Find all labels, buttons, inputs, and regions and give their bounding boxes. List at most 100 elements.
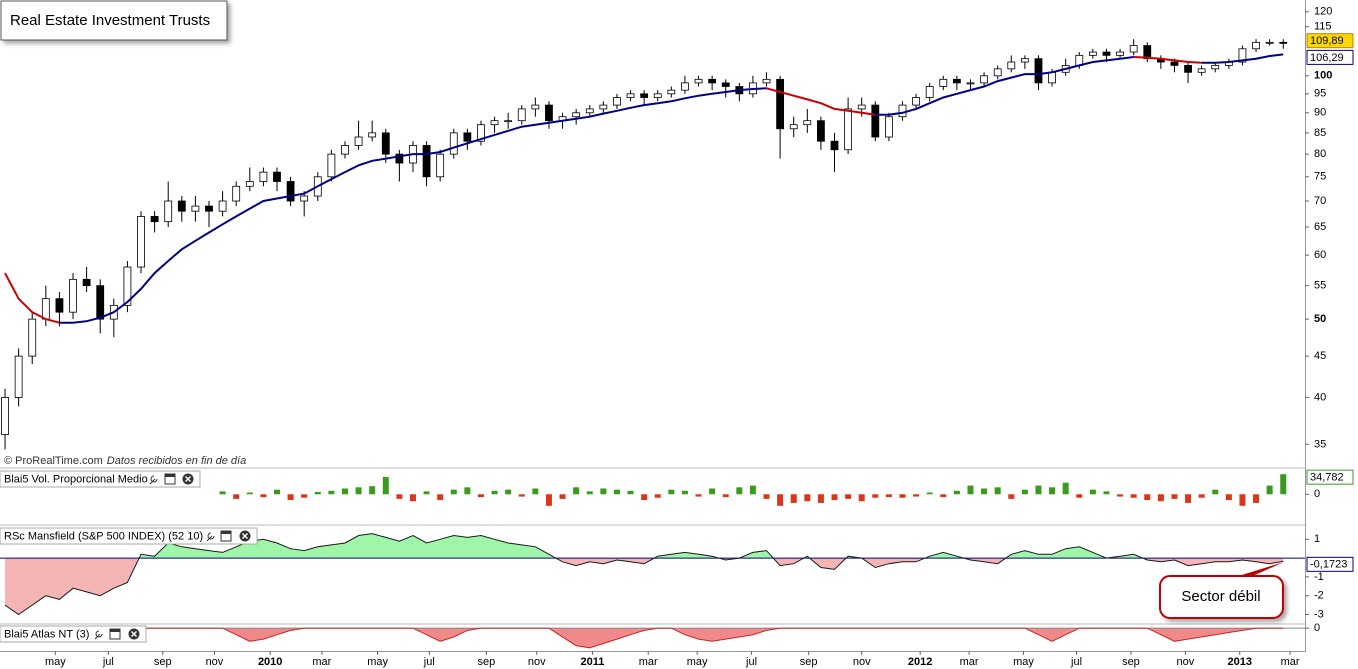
volume-bar <box>287 494 294 501</box>
candle <box>531 97 540 117</box>
candle-body <box>463 132 472 142</box>
x-tick-label: 2010 <box>258 656 282 668</box>
candle-body <box>939 78 948 87</box>
candle <box>1020 55 1029 69</box>
volume-bar <box>831 494 838 501</box>
x-tick-label: mar <box>639 656 658 668</box>
volume-bar <box>532 488 539 495</box>
candle <box>449 128 458 159</box>
volume-bar <box>899 494 906 498</box>
candle-body <box>1170 61 1179 66</box>
candle <box>137 211 145 274</box>
candle-body <box>1279 41 1288 44</box>
area-below <box>5 558 1284 615</box>
y-tick-label: 35 <box>1314 438 1326 450</box>
y-tick-label: 60 <box>1314 249 1326 261</box>
credit-note: Datos recibidos en fin de día <box>107 455 246 467</box>
candle-body <box>1007 61 1016 70</box>
volume-bar <box>668 489 675 495</box>
candle <box>504 112 513 129</box>
candle-body <box>14 355 23 398</box>
x-tick-label: may <box>1013 656 1034 668</box>
candle-body <box>952 78 961 84</box>
moving-average <box>766 87 876 116</box>
candle-body <box>803 120 812 126</box>
candle-body <box>885 116 893 138</box>
volume-bar <box>1171 494 1178 499</box>
candle <box>830 132 839 173</box>
candle-body <box>1020 58 1029 63</box>
candle-body <box>966 82 975 85</box>
y-tick-label: 0 <box>1314 622 1320 634</box>
candle-body <box>1088 51 1097 56</box>
candle <box>762 72 771 87</box>
candle-body <box>395 153 404 164</box>
indicator-line <box>4 533 1284 616</box>
volume-bar <box>967 485 974 495</box>
candle <box>1007 55 1016 73</box>
volume-bar <box>940 494 947 498</box>
candle-body <box>218 200 227 212</box>
candle <box>69 273 77 320</box>
close-icon-x <box>131 631 137 637</box>
candle-body <box>545 104 553 122</box>
volume-bar <box>1062 482 1069 495</box>
credit-source: © ProRealTime.com <box>4 455 103 467</box>
candle-body <box>694 78 703 84</box>
x-tick-label: nov <box>1176 656 1194 668</box>
marks: may jul sep nov 2010 mar may jul sep nov 2011 mar ma… <box>0 6 1354 668</box>
settings-icon[interactable] <box>206 532 215 542</box>
candle <box>177 196 186 222</box>
y-tick-label: 0 <box>1314 488 1320 500</box>
candle-body <box>1211 65 1220 70</box>
candle <box>789 116 798 138</box>
candle-body <box>341 145 349 155</box>
candle-body <box>164 200 173 223</box>
y-tick-label: -1 <box>1314 571 1324 583</box>
candle <box>28 312 37 365</box>
candle <box>463 128 472 150</box>
candle-body <box>517 108 526 122</box>
candle-body <box>762 78 771 84</box>
volume-bar <box>369 486 376 495</box>
candle <box>286 176 295 207</box>
candle <box>885 112 893 142</box>
chart-title: Real Estate Investment Trusts <box>10 12 210 29</box>
panel-header: RSc Mansfield (S&P 500 INDEX) (52 10) <box>0 527 258 545</box>
x-tick-label: jul <box>1070 656 1082 668</box>
volume-bar <box>1185 494 1192 503</box>
close-icon-x <box>242 533 248 539</box>
candle-body <box>1034 58 1043 84</box>
settings-icon[interactable] <box>94 630 103 640</box>
y-tick-label: 55 <box>1314 280 1326 292</box>
volume-bar <box>328 490 335 495</box>
candle-body <box>1265 41 1274 44</box>
candle-body <box>300 195 309 202</box>
volume-bar <box>491 490 498 495</box>
candle-body <box>1184 65 1192 73</box>
volume-bar <box>396 494 403 499</box>
volume-bar <box>1253 494 1260 503</box>
candle <box>245 167 254 192</box>
volume-bar <box>1076 494 1083 498</box>
volume-bar <box>858 494 865 502</box>
candle-body <box>28 318 37 357</box>
candle-body <box>1252 41 1260 50</box>
volume-bar <box>260 494 267 498</box>
volume-bar <box>1049 487 1056 495</box>
settings-icon[interactable] <box>149 475 158 485</box>
y-tick-label: 100 <box>1314 70 1332 82</box>
candle <box>381 128 390 164</box>
candle-body <box>653 93 662 98</box>
annotation-box <box>1159 575 1284 619</box>
area-above <box>5 533 1284 559</box>
x-tick-label: nov <box>853 656 871 668</box>
volume-bar <box>885 494 892 498</box>
candle-body <box>41 298 50 320</box>
volume-bar <box>994 487 1001 495</box>
candle-body <box>123 266 132 306</box>
volume-bar <box>749 485 756 495</box>
volume-bar <box>709 488 716 495</box>
y-tick-label: -2 <box>1314 590 1324 602</box>
candle-body <box>422 145 431 178</box>
